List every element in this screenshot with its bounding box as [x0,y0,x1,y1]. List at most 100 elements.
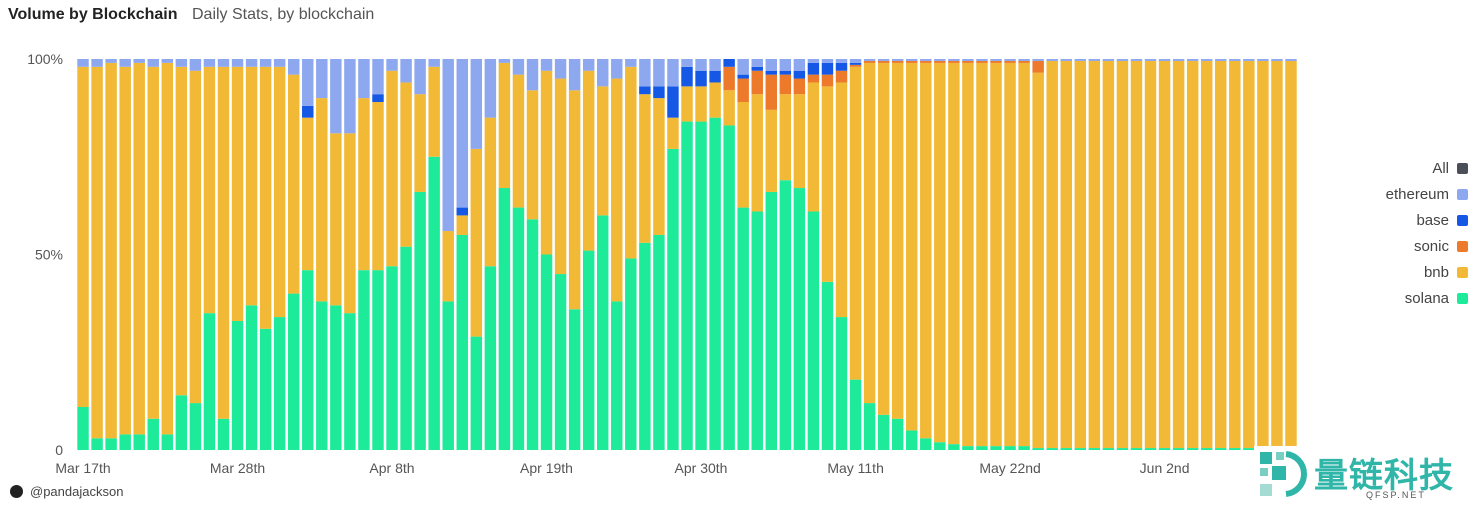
bar-ethereum [1060,59,1072,61]
bar-solana [498,188,511,450]
bar-solana [1046,448,1058,450]
bar-bnb [906,62,918,431]
bar-ethereum [1243,59,1255,61]
bar-bnb [273,66,286,318]
bar-ethereum [611,59,623,79]
bar-bnb [386,70,398,267]
bar-ethereum [147,59,159,67]
bar-solana [582,250,595,450]
bar-ethereum [667,59,679,87]
x-tick-label: Apr 30th [675,460,728,476]
bar-solana [653,234,665,450]
bar-ethereum [863,59,876,61]
bar-ethereum [161,59,174,63]
bar-ethereum [877,59,890,61]
legend-label: sonic [1413,237,1449,255]
bar-bnb [653,98,665,235]
legend-item-all[interactable]: All [1318,155,1468,181]
bar-bnb [1200,60,1213,449]
legend-item-solana[interactable]: solana [1318,285,1468,311]
bar-sonic [948,60,960,63]
bar-bnb [105,62,117,439]
legend-label: solana [1404,289,1449,307]
bar-ethereum [372,59,384,95]
bar-solana [217,418,230,450]
bar-base [695,70,707,87]
bar-sonic [1032,60,1044,73]
bar-sonic [990,60,1002,63]
bar-base [723,59,735,67]
bar-ethereum [906,59,918,61]
bar-bnb [428,66,440,157]
bar-ethereum [1144,59,1157,61]
bar-solana [920,438,932,450]
bar-solana [147,418,159,450]
bar-ethereum [1102,59,1115,61]
bar-sonic [1004,60,1016,63]
bar-bnb [400,82,412,247]
bar-bnb [526,90,539,220]
bar-ethereum [470,59,483,149]
bar-bnb [863,62,876,404]
bar-bnb [470,148,483,337]
bar-bnb [934,62,946,443]
bar-solana [639,242,651,450]
bar-solana [807,211,820,450]
bar-solana [1130,448,1143,450]
bar-bnb [456,215,468,235]
legend-item-sonic[interactable]: sonic [1318,233,1468,259]
bar-bnb [287,74,300,294]
bar-bnb [358,98,370,271]
bar-base [849,62,862,65]
bar-solana [1004,446,1016,450]
legend-item-base[interactable]: base [1318,207,1468,233]
bar-base [709,70,721,83]
bar-bnb [498,62,511,189]
bar-solana [1018,446,1030,450]
bar-solana [934,442,946,450]
bar-base [779,70,792,75]
bar-bnb [1172,60,1185,449]
bar-sonic [877,60,890,63]
bar-bnb [920,62,932,439]
chart-subtitle: Daily Stats, by blockchain [191,6,375,23]
bar-ethereum [639,59,651,87]
bar-solana [540,254,553,450]
bar-ethereum [709,59,721,71]
bar-sonic [849,64,862,67]
bar-bnb [189,70,202,404]
bar-bnb [414,94,426,192]
bar-bnb [259,66,272,329]
bar-solana [948,444,960,450]
bar-sonic [807,74,820,83]
bar-solana [1102,448,1115,450]
legend-item-bnb[interactable]: bnb [1318,259,1468,285]
legend-label: All [1432,159,1449,177]
x-tick-label: May 22nd [979,460,1040,476]
bar-ethereum [456,59,468,208]
bar-base [751,66,763,71]
bar-solana [1158,448,1171,450]
bar-base [737,74,749,79]
bar-bnb [1158,60,1171,449]
bar-ethereum [1116,59,1129,61]
bar-solana [245,305,258,450]
y-tick-label: 0 [55,442,63,458]
bar-solana [175,395,188,450]
bar-solana [316,301,328,450]
legend-swatch [1457,240,1468,252]
bar-ethereum [203,59,216,67]
watermark-text: 量链科技 [1314,457,1454,495]
bar-solana [625,258,637,450]
bar-ethereum [962,59,974,61]
bar-bnb [1102,60,1115,449]
legend-item-ethereum[interactable]: ethereum [1318,181,1468,207]
bar-base [667,86,679,118]
bar-bnb [442,231,454,302]
bar-solana [189,403,202,450]
bar-solana [1186,448,1199,450]
bar-solana [906,430,918,450]
y-tick-label: 50% [35,247,63,263]
bar-bnb [484,117,497,267]
bar-ethereum [653,59,665,87]
